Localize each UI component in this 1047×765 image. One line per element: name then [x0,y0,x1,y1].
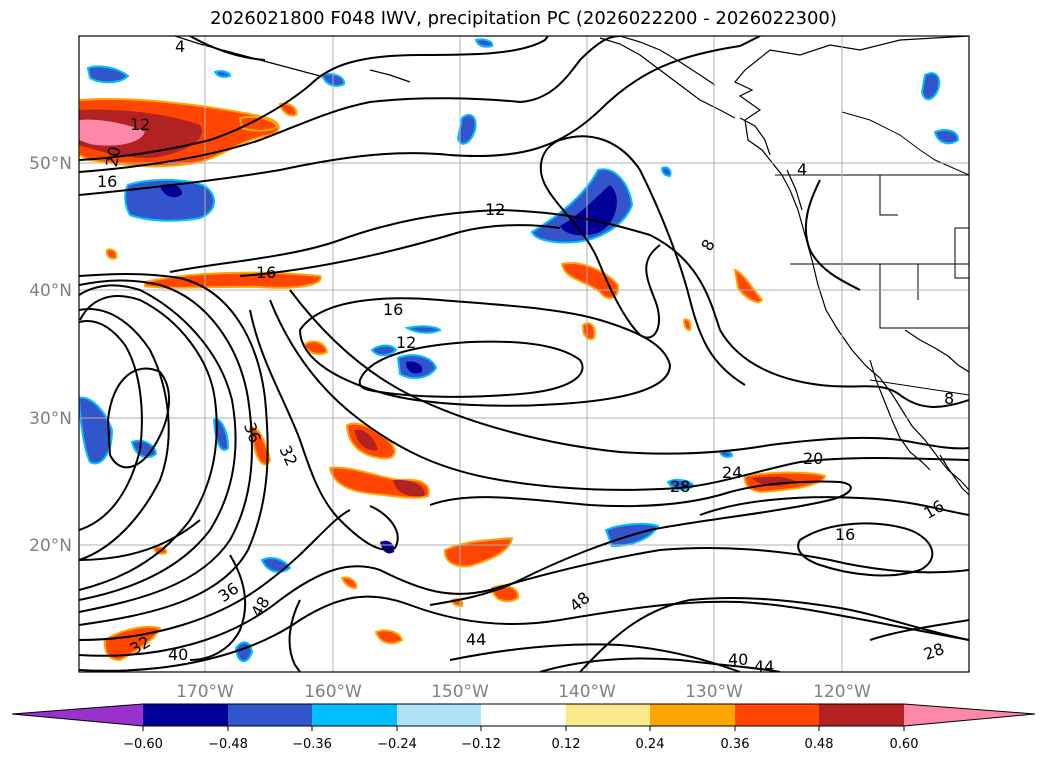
colorbar-tick-label: −0.12 [461,737,501,752]
contour-label: 12 [130,115,150,134]
colorbar-segment [397,704,481,726]
colorbar-tick-label: 0.24 [636,737,665,752]
latitude-labels: 50°N 40°N 30°N 20°N [29,154,72,556]
colorbar-segment [228,704,312,726]
contour-label: 16 [383,300,403,319]
colorbar-tick-label: −0.48 [208,737,248,752]
colorbar-tick-label: −0.36 [292,737,332,752]
contour-label: 24 [722,463,742,482]
contour-label: 4 [797,160,807,179]
colorbar-tick-label: 0.48 [805,737,834,752]
lat-label: 40°N [29,281,72,301]
iwv-contours [79,36,969,672]
lat-label: 20°N [29,536,72,556]
contour-label: 40 [728,650,748,669]
colorbar-tick-label: 0.12 [552,737,581,752]
contour-label: 28 [670,477,690,496]
colorbar-segment [904,704,1035,726]
contour-label: 20 [102,145,124,168]
contour-label: 12 [396,333,416,352]
colorbar-segment [312,704,397,726]
map-plot-area [79,36,969,672]
contour-label: 16 [97,172,117,191]
contour-label: 20 [803,449,823,468]
colorbar-tick-label: −0.24 [377,737,417,752]
lon-label: 140°W [558,682,616,702]
contour-label: 16 [256,263,276,282]
colorbar-tick-label: 0.36 [721,737,750,752]
contour-label: 8 [944,389,954,408]
lon-label: 160°W [304,682,362,702]
contour-label: 4 [175,37,185,56]
lon-label: 150°W [431,682,489,702]
contour-label: 12 [485,200,505,219]
contour-label: 44 [754,657,774,676]
colorbar: −0.60 −0.48 −0.36 −0.24 −0.12 0.12 0.24 … [11,703,1036,752]
longitude-labels: 170°W 160°W 150°W 140°W 130°W 120°W [176,682,871,702]
colorbar-segment [143,704,228,726]
colorbar-segment [566,704,650,726]
map-title: 2026021800 F048 IWV, precipitation PC (2… [210,8,837,29]
colorbar-tick-label: 0.60 [890,737,919,752]
lon-label: 170°W [176,682,234,702]
lon-label: 120°W [813,682,871,702]
colorbar-segment [650,704,735,726]
colorbar-segment [819,704,904,726]
lat-label: 30°N [29,409,72,429]
colorbar-segment [12,704,143,726]
lon-label: 130°W [685,682,743,702]
map-frame [78,35,970,673]
colorbar-segment [735,704,819,726]
contour-label: 16 [835,525,855,544]
colorbar-segment [481,704,566,726]
contour-label: 44 [466,630,486,649]
contour-label: 40 [168,645,188,664]
colorbar-tick-label: −0.60 [123,737,163,752]
lat-label: 50°N [29,154,72,174]
